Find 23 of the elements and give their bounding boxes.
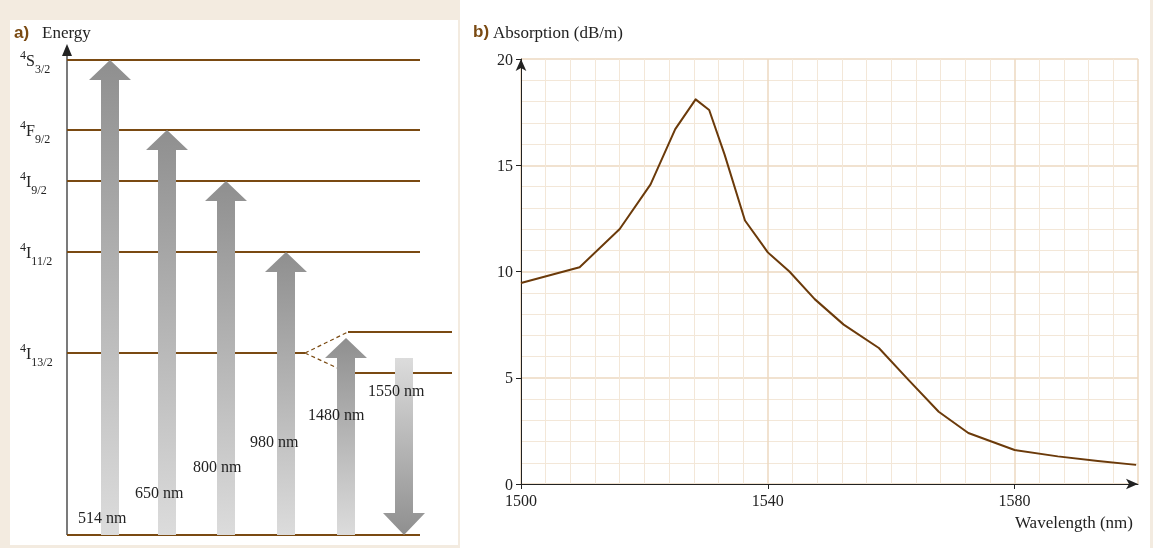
y-tick-label: 15 — [497, 156, 513, 174]
x-tick-label: 1580 — [998, 491, 1031, 509]
x-axis-title: Wavelength (nm) — [1014, 513, 1133, 532]
chart-title: b) — [473, 22, 490, 41]
text: Energy — [42, 23, 92, 42]
text: 514 nm — [78, 509, 127, 526]
y-tick-label: 5 — [505, 369, 513, 387]
y-tick-label: 10 — [497, 263, 513, 280]
category-label: $^{4}$I$_{11/2}$ — [20, 240, 53, 268]
text: 980 nm — [250, 433, 299, 450]
text: 800 nm — [193, 458, 242, 475]
y-axis-title: Absorption (dB/m) — [493, 23, 623, 42]
x-tick-label: 1500 — [505, 491, 537, 509]
text: 650 nm — [135, 484, 184, 501]
category-label: $^{4}$S$_{3/2}$ — [20, 48, 51, 76]
category-label: $^{4}$F$_{9/2}$ — [20, 118, 51, 146]
category-label: $^{4}$I$_{9/2}$ — [20, 169, 47, 197]
y-tick-label: 0 — [505, 475, 513, 493]
y-tick-label: 20 — [497, 50, 513, 68]
category-label: $^{4}$I$_{13/2}$ — [20, 341, 53, 369]
x-tick-label: 1540 — [751, 491, 784, 509]
text: 1550 nm — [368, 382, 425, 399]
text: a) — [14, 23, 30, 42]
